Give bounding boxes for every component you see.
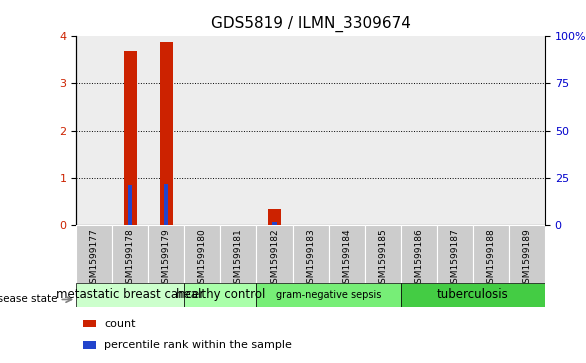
FancyBboxPatch shape — [76, 225, 113, 283]
Text: percentile rank within the sample: percentile rank within the sample — [104, 340, 292, 350]
Bar — [473, 36, 509, 225]
Text: healthy control: healthy control — [176, 289, 265, 301]
Text: GSM1599181: GSM1599181 — [234, 228, 243, 289]
Bar — [509, 36, 545, 225]
Text: GSM1599185: GSM1599185 — [378, 228, 387, 289]
Bar — [292, 36, 329, 225]
Bar — [220, 36, 257, 225]
Text: GSM1599179: GSM1599179 — [162, 228, 171, 289]
Text: GSM1599180: GSM1599180 — [198, 228, 207, 289]
FancyBboxPatch shape — [76, 283, 185, 307]
FancyBboxPatch shape — [509, 225, 545, 283]
FancyBboxPatch shape — [257, 225, 292, 283]
Text: GSM1599189: GSM1599189 — [523, 228, 532, 289]
Bar — [164, 184, 169, 225]
Text: GSM1599184: GSM1599184 — [342, 228, 351, 289]
FancyBboxPatch shape — [113, 225, 148, 283]
Bar — [160, 42, 173, 225]
Bar — [113, 36, 148, 225]
Bar — [364, 36, 401, 225]
FancyBboxPatch shape — [292, 225, 329, 283]
Text: GSM1599188: GSM1599188 — [486, 228, 495, 289]
FancyBboxPatch shape — [329, 225, 364, 283]
Bar — [128, 185, 132, 225]
Bar — [83, 341, 96, 349]
Text: GSM1599177: GSM1599177 — [90, 228, 98, 289]
FancyBboxPatch shape — [437, 225, 473, 283]
FancyBboxPatch shape — [473, 225, 509, 283]
FancyBboxPatch shape — [185, 225, 220, 283]
FancyBboxPatch shape — [401, 225, 437, 283]
Text: metastatic breast cancer: metastatic breast cancer — [56, 289, 205, 301]
Bar — [272, 222, 277, 225]
Title: GDS5819 / ILMN_3309674: GDS5819 / ILMN_3309674 — [210, 16, 411, 32]
FancyBboxPatch shape — [401, 283, 545, 307]
Bar — [437, 36, 473, 225]
Bar — [329, 36, 364, 225]
Bar — [124, 52, 137, 225]
FancyBboxPatch shape — [257, 283, 401, 307]
Bar — [148, 36, 185, 225]
Text: GSM1599186: GSM1599186 — [414, 228, 423, 289]
Text: count: count — [104, 319, 136, 329]
Bar — [76, 36, 113, 225]
FancyBboxPatch shape — [220, 225, 257, 283]
FancyBboxPatch shape — [364, 225, 401, 283]
FancyBboxPatch shape — [148, 225, 185, 283]
Text: GSM1599178: GSM1599178 — [126, 228, 135, 289]
Text: tuberculosis: tuberculosis — [437, 289, 509, 301]
Text: gram-negative sepsis: gram-negative sepsis — [276, 290, 381, 300]
Text: GSM1599182: GSM1599182 — [270, 228, 279, 289]
Bar — [83, 320, 96, 327]
Bar — [268, 209, 281, 225]
Text: GSM1599187: GSM1599187 — [450, 228, 459, 289]
Bar — [185, 36, 220, 225]
Text: disease state: disease state — [0, 294, 57, 305]
Bar — [257, 36, 292, 225]
FancyBboxPatch shape — [185, 283, 257, 307]
Text: GSM1599183: GSM1599183 — [306, 228, 315, 289]
Bar — [401, 36, 437, 225]
